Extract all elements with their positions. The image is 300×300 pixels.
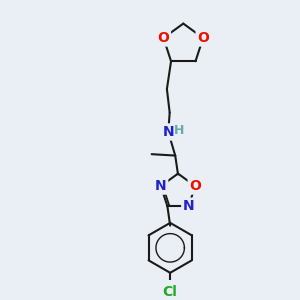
Text: N: N [163, 125, 174, 139]
Text: O: O [189, 179, 201, 193]
Text: Cl: Cl [163, 285, 178, 299]
Text: O: O [197, 31, 209, 45]
Text: H: H [174, 124, 184, 136]
Text: O: O [158, 31, 169, 45]
Text: N: N [183, 199, 194, 213]
Text: N: N [155, 179, 167, 193]
